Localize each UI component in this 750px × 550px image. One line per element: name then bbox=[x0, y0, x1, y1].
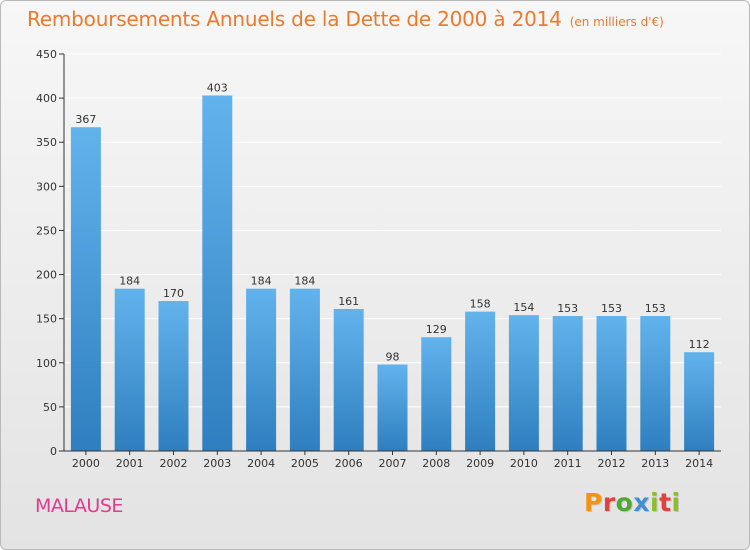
bar bbox=[333, 308, 364, 451]
bar bbox=[421, 337, 452, 451]
bar bbox=[640, 316, 671, 451]
bar bbox=[70, 127, 101, 452]
bar-value-label: 153 bbox=[645, 302, 666, 315]
x-tick-label: 2003 bbox=[203, 457, 231, 470]
y-tick-label: 250 bbox=[36, 224, 57, 237]
x-tick-label: 2001 bbox=[116, 457, 144, 470]
x-tick-label: 2009 bbox=[466, 457, 494, 470]
proxiti-logo: Proxiti bbox=[584, 488, 681, 517]
y-tick-label: 150 bbox=[36, 313, 57, 326]
bar bbox=[246, 288, 277, 451]
y-tick-label: 0 bbox=[50, 445, 57, 458]
bar-value-label: 98 bbox=[386, 351, 400, 364]
bar bbox=[465, 311, 496, 451]
bar-value-label: 129 bbox=[426, 323, 447, 336]
bar bbox=[684, 352, 715, 451]
bar-value-label: 153 bbox=[557, 302, 578, 315]
chart-title: Remboursements Annuels de la Dette de 20… bbox=[27, 7, 562, 31]
bar-value-label: 184 bbox=[119, 275, 140, 288]
logo-letter: i bbox=[650, 488, 660, 517]
x-tick-label: 2012 bbox=[598, 457, 626, 470]
x-tick-label: 2008 bbox=[422, 457, 450, 470]
x-tick-label: 2004 bbox=[247, 457, 275, 470]
axes bbox=[59, 53, 721, 455]
bar bbox=[552, 316, 583, 451]
x-tick-label: 2005 bbox=[291, 457, 319, 470]
logo-letter: P bbox=[584, 488, 603, 517]
logo-letter: i bbox=[671, 488, 681, 517]
bar-value-label: 184 bbox=[251, 275, 272, 288]
x-tick-label: 2013 bbox=[641, 457, 669, 470]
x-tick-label: 2014 bbox=[685, 457, 713, 470]
bar-value-label: 153 bbox=[601, 302, 622, 315]
bar bbox=[289, 288, 320, 451]
x-tick-label: 2006 bbox=[335, 457, 363, 470]
x-tick-label: 2011 bbox=[554, 457, 582, 470]
y-tick-label: 200 bbox=[36, 269, 57, 282]
title-row: Remboursements Annuels de la Dette de 20… bbox=[27, 7, 664, 31]
logo-letter: t bbox=[659, 488, 672, 517]
bars bbox=[70, 95, 715, 452]
bar bbox=[114, 288, 145, 451]
y-tick-label: 450 bbox=[36, 48, 57, 61]
y-tick-label: 100 bbox=[36, 357, 57, 370]
commune-name: MALAUSE bbox=[35, 495, 123, 517]
bar-value-label: 403 bbox=[207, 81, 228, 94]
y-tick-label: 50 bbox=[43, 401, 57, 414]
x-tick-label: 2010 bbox=[510, 457, 538, 470]
logo-letter: o bbox=[615, 488, 634, 517]
y-tick-label: 400 bbox=[36, 92, 57, 105]
bar bbox=[158, 301, 189, 451]
bar-value-label: 158 bbox=[470, 298, 491, 311]
logo-letter: x bbox=[633, 488, 650, 517]
logo-letter: r bbox=[602, 488, 616, 517]
bar bbox=[508, 315, 539, 451]
bar-value-label: 154 bbox=[513, 301, 534, 314]
bar-value-label: 184 bbox=[294, 275, 315, 288]
bar bbox=[596, 316, 627, 451]
bar bbox=[377, 364, 408, 451]
x-tick-label: 2007 bbox=[379, 457, 407, 470]
bar bbox=[202, 95, 233, 451]
bar-value-label: 367 bbox=[75, 113, 96, 126]
labels: 0 50 100 150 200 250 300 350 400 450 367 2000 184 200… bbox=[36, 48, 713, 470]
y-tick-label: 350 bbox=[36, 136, 57, 149]
x-tick-label: 2000 bbox=[72, 457, 100, 470]
x-tick-label: 2002 bbox=[160, 457, 188, 470]
y-tick-label: 300 bbox=[36, 180, 57, 193]
bar-value-label: 112 bbox=[689, 338, 710, 351]
bar-value-label: 170 bbox=[163, 287, 184, 300]
bar-value-label: 161 bbox=[338, 295, 359, 308]
chart-unit: (en milliers d'€) bbox=[569, 15, 664, 29]
